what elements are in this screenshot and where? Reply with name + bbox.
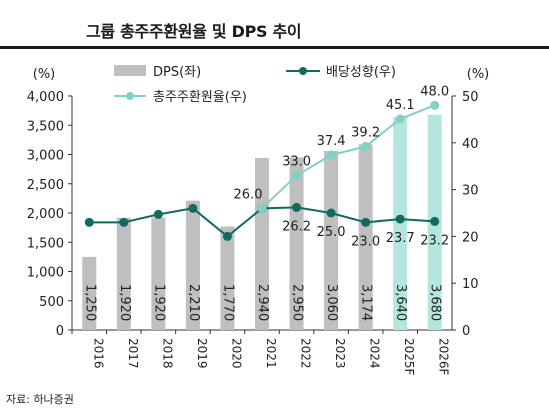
left-tick-label: 3,000 xyxy=(27,149,64,164)
total-return-point xyxy=(326,150,336,160)
x-tick-label: 2022 xyxy=(299,338,313,369)
x-tick-label: 2017 xyxy=(126,338,140,369)
dps-bar-label: 3,174 xyxy=(359,284,374,321)
x-tick-label: 2021 xyxy=(264,338,278,369)
dps-bar xyxy=(151,217,166,330)
total-return-label: 45.1 xyxy=(386,98,415,113)
dps-bar-label: 2,210 xyxy=(186,284,201,321)
total-return-label: 37.4 xyxy=(317,134,346,149)
dps-bar-label: 1,920 xyxy=(151,284,166,321)
dps-bar xyxy=(220,226,235,330)
payout-ratio-point xyxy=(292,202,302,212)
right-tick-label: 0 xyxy=(462,324,470,339)
dps-bar xyxy=(116,217,131,330)
dps-bar xyxy=(82,256,97,330)
left-tick-label: 4,000 xyxy=(27,90,64,105)
dps-bar-label: 2,950 xyxy=(290,284,305,321)
left-tick-label: 3,500 xyxy=(27,119,64,134)
payout-ratio-label: 23.0 xyxy=(351,234,380,249)
dps-bar-label: 1,250 xyxy=(82,284,97,321)
right-tick-label: 30 xyxy=(462,184,479,199)
payout-ratio-label: 23.2 xyxy=(420,233,449,248)
total-return-label: 39.2 xyxy=(351,126,380,141)
legend-return-marker xyxy=(126,92,134,100)
right-tick-label: 10 xyxy=(462,277,479,292)
x-tick-label: 2024 xyxy=(368,338,382,369)
payout-ratio-label: 25.0 xyxy=(317,225,346,240)
dps-bar-label: 3,060 xyxy=(324,284,339,321)
right-tick-label: 50 xyxy=(462,90,479,105)
dps-bar-label: 3,680 xyxy=(428,284,443,321)
dps-bar-label: 3,640 xyxy=(393,284,408,321)
left-tick-label: 1,000 xyxy=(27,266,64,281)
left-tick-label: 0 xyxy=(56,324,64,339)
x-tick-label: 2026F xyxy=(437,338,451,376)
total-return-point xyxy=(257,203,267,213)
dps-bar xyxy=(255,158,269,330)
x-tick-label: 2016 xyxy=(91,338,105,369)
total-return-label: 26.0 xyxy=(234,187,263,202)
x-tick-label: 2019 xyxy=(195,338,209,369)
title-rule xyxy=(0,46,549,49)
left-tick-label: 2,500 xyxy=(27,178,64,193)
source-note: 자료: 하나증권 xyxy=(6,393,74,406)
dps-bar-label: 1,770 xyxy=(220,284,235,321)
dps-bar xyxy=(324,150,339,330)
right-axis-unit: (%) xyxy=(467,67,490,82)
legend-return-label: 총주주환원율(우) xyxy=(153,90,247,105)
payout-ratio-point xyxy=(395,214,405,224)
right-tick-label: 20 xyxy=(462,230,479,245)
dps-bar xyxy=(358,144,373,330)
dps-bar-label: 1,920 xyxy=(117,284,132,321)
total-return-label: 48.0 xyxy=(420,84,449,99)
legend-dps-swatch xyxy=(114,65,146,76)
left-axis-unit: (%) xyxy=(33,67,56,82)
chart-title: 그룹 총주주환원율 및 DPS 추이 xyxy=(86,22,302,41)
legend-dps-label: DPS(좌) xyxy=(153,65,201,80)
payout-ratio-point xyxy=(153,209,163,219)
x-tick-label: 2023 xyxy=(333,338,347,369)
payout-ratio-point xyxy=(119,217,129,227)
payout-ratio-point xyxy=(430,216,440,226)
total-return-line xyxy=(261,104,436,210)
x-tick-label: 2018 xyxy=(160,338,174,369)
payout-ratio-point xyxy=(326,208,336,218)
total-return-point xyxy=(292,171,302,181)
total-return-label: 33.0 xyxy=(282,155,311,170)
x-tick-label: 2020 xyxy=(229,338,243,369)
total-return-point xyxy=(395,114,405,124)
dps-bar xyxy=(185,200,200,330)
x-tick-label: 2025F xyxy=(402,338,416,376)
left-tick-label: 2,000 xyxy=(27,207,64,222)
left-tick-label: 1,500 xyxy=(27,236,64,251)
payout-ratio-point xyxy=(84,217,94,227)
left-tick-label: 500 xyxy=(39,295,64,310)
dps-bar-label: 2,940 xyxy=(255,284,270,321)
total-return-point xyxy=(361,142,371,152)
dps-bar xyxy=(289,157,304,330)
payout-ratio-point xyxy=(188,203,198,213)
total-return-point xyxy=(430,100,440,110)
payout-ratio-point xyxy=(222,231,232,241)
payout-ratio-label: 26.2 xyxy=(282,219,311,234)
right-tick-label: 40 xyxy=(462,137,479,152)
payout-ratio-point xyxy=(361,217,371,227)
payout-ratio-label: 23.7 xyxy=(386,231,415,246)
legend-payout-label: 배당성향(우) xyxy=(326,65,396,80)
legend-payout-marker xyxy=(299,67,307,75)
